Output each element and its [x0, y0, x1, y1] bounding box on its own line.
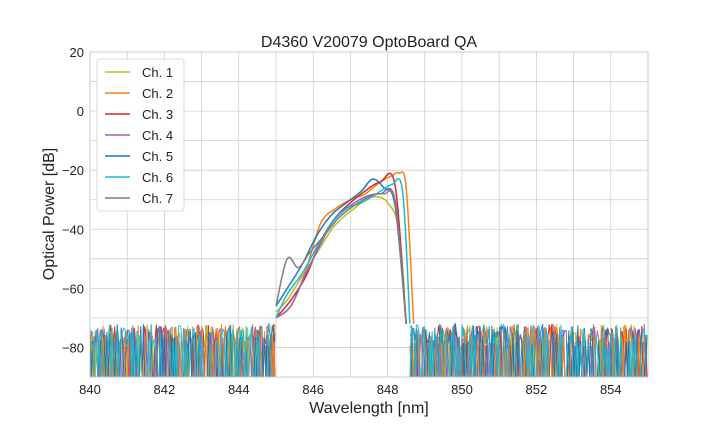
y-tick-labels: 20 0 −20 −40 −60 −80 [62, 45, 84, 355]
y-tick-label: −40 [62, 222, 84, 237]
y-tick-label: −60 [62, 281, 84, 296]
x-tick-label: 854 [600, 382, 622, 397]
series-line-ch-7 [275, 189, 407, 324]
x-tick-label: 852 [526, 382, 548, 397]
legend: Ch. 1 Ch. 2 Ch. 3 Ch. 4 Ch. 5 Ch. 6 Ch. 7 [96, 58, 185, 212]
y-axis-label: Optical Power [dB] [41, 148, 58, 281]
series-lines [275, 171, 415, 324]
x-axis-label: Wavelength [nm] [309, 400, 428, 417]
legend-label: Ch. 2 [142, 86, 173, 101]
chart-title: D4360 V20079 OptoBoard QA [261, 34, 477, 51]
x-tick-label: 844 [228, 382, 250, 397]
x-tick-label: 850 [451, 382, 473, 397]
x-tick-labels: 840 842 844 846 848 850 852 854 [79, 382, 622, 397]
legend-label: Ch. 3 [142, 107, 173, 122]
plot-frame [89, 51, 649, 378]
legend-label: Ch. 5 [142, 149, 173, 164]
legend-label: Ch. 4 [142, 128, 173, 143]
noise-trace [409, 323, 647, 377]
legend-label: Ch. 1 [142, 65, 173, 80]
series-line-ch-1 [275, 195, 407, 324]
legend-box [96, 58, 185, 212]
y-tick-label: 20 [70, 45, 84, 60]
noise-trace [90, 322, 275, 377]
plot-area [90, 171, 648, 377]
x-tick-label: 846 [302, 382, 324, 397]
noise-trace [409, 322, 648, 377]
noise-floor [90, 322, 648, 377]
series-line-ch-6 [275, 177, 411, 324]
noise-trace [90, 323, 276, 377]
y-tick-label: 0 [77, 104, 84, 119]
y-tick-label: −80 [62, 340, 84, 355]
series-line-ch-2 [275, 171, 415, 324]
legend-label: Ch. 6 [142, 170, 173, 185]
x-tick-label: 848 [377, 382, 399, 397]
noise-trace [409, 324, 648, 377]
x-tick-label: 842 [154, 382, 176, 397]
x-tick-label: 840 [79, 382, 101, 397]
y-tick-label: −20 [62, 163, 84, 178]
legend-label: Ch. 7 [142, 191, 173, 206]
